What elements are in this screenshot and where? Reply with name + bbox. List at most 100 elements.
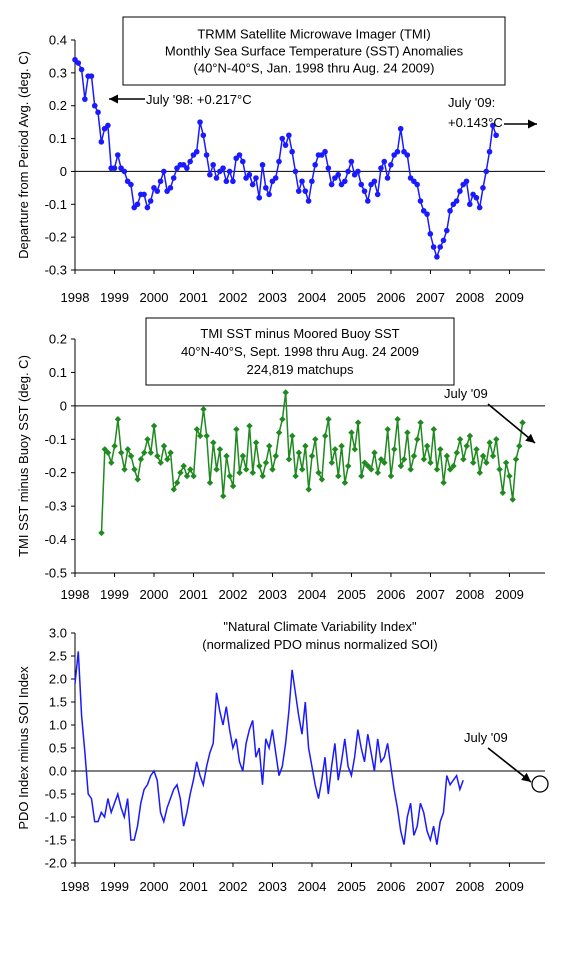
x-tick-label: 2007 (416, 290, 445, 305)
data-point (384, 175, 391, 181)
data-point (305, 486, 312, 493)
x-tick-label: 2004 (298, 587, 327, 602)
y-tick-label: 1.0 (49, 718, 67, 733)
data-point (325, 165, 332, 171)
data-point (479, 452, 487, 460)
data-point (226, 472, 233, 480)
data-point (489, 452, 497, 460)
data-point (236, 469, 243, 476)
data-point (91, 102, 98, 109)
data-point (173, 479, 181, 486)
data-point (486, 439, 493, 446)
x-tick-label: 2006 (377, 879, 406, 894)
data-point (220, 165, 226, 171)
data-point (404, 152, 411, 158)
x-tick-label: 2003 (258, 879, 287, 894)
data-point (141, 449, 148, 456)
data-point (141, 191, 147, 198)
data-point (150, 422, 158, 430)
annotation-arrow (487, 747, 532, 783)
chart-title-line: TRMM Satellite Microwave Imager (TMI) (197, 27, 430, 42)
data-point (239, 452, 247, 460)
data-point (118, 449, 125, 456)
annotation-arrowhead (528, 119, 537, 129)
data-point (341, 479, 349, 486)
x-tick-label: 2006 (377, 290, 406, 305)
title-box (145, 317, 455, 386)
data-point (190, 472, 197, 480)
data-point (434, 254, 440, 260)
data-point (82, 96, 88, 102)
data-point (233, 426, 240, 433)
data-point (170, 486, 177, 493)
data-point (381, 459, 388, 466)
x-tick-label: 1998 (61, 290, 90, 305)
data-point (226, 168, 233, 175)
data-point (157, 178, 164, 185)
data-point (348, 158, 355, 165)
data-point (272, 175, 279, 181)
data-point (377, 456, 385, 463)
data-point (98, 529, 105, 537)
data-point (354, 419, 362, 426)
data-point (197, 432, 204, 440)
data-point (381, 158, 388, 165)
data-point (430, 244, 437, 250)
data-point (308, 452, 316, 460)
y-tick-label: -0.3 (45, 263, 67, 278)
data-point (78, 66, 85, 73)
data-point (161, 168, 167, 175)
data-point (230, 178, 236, 185)
data-point (279, 416, 286, 423)
data-point (289, 432, 296, 440)
data-point (453, 449, 460, 456)
data-point (506, 472, 513, 480)
data-point (246, 171, 253, 178)
data-point (282, 142, 289, 148)
data-point (259, 162, 266, 168)
data-point (272, 452, 279, 460)
annotation-circle (531, 775, 549, 793)
annotation-arrowhead (521, 772, 531, 782)
data-point (213, 175, 220, 181)
data-point (256, 462, 263, 470)
data-point (286, 132, 292, 139)
data-point (378, 165, 384, 171)
data-point (447, 208, 453, 214)
data-point (299, 178, 305, 185)
chart-panel-1: 0.4 0.3 0.2 0.1 0 -0.1 -0.2 -0.3 1998 1999 2000 200… (16, 16, 545, 305)
data-point (473, 194, 480, 201)
data-point (127, 452, 135, 460)
data-point (345, 168, 351, 175)
chart-panel-3: 3.0 2.5 2.0 1.5 1.0 0.5 0.0 -0.5 -1.0 -1.5 -2.0 199… (16, 619, 549, 894)
y-tick-label: -0.5 (45, 566, 67, 581)
data-point (131, 466, 138, 473)
series-line (100, 392, 524, 533)
data-point (365, 198, 371, 204)
data-point (200, 132, 207, 139)
data-point (302, 188, 309, 194)
data-point (295, 449, 303, 456)
y-axis-label: PDO Index minus SOI Index (16, 666, 31, 830)
x-tick-label: 2002 (219, 290, 248, 305)
data-point (160, 442, 168, 450)
x-tick-label: 2009 (495, 879, 524, 894)
y-tick-label: 0.2 (49, 332, 67, 347)
annotation-text: July '09 (464, 730, 508, 745)
data-point (318, 476, 326, 483)
data-point (437, 446, 444, 453)
data-point (417, 419, 424, 426)
chart-title-line: "Natural Climate Variability Index" (223, 619, 417, 634)
y-tick-label: 0.3 (49, 65, 67, 80)
data-point (302, 442, 309, 450)
data-point (203, 152, 210, 158)
y-tick-label: -0.1 (45, 197, 67, 212)
y-tick-label: 2.5 (49, 649, 67, 664)
data-point (509, 496, 516, 503)
data-point (463, 178, 470, 185)
data-point (388, 162, 394, 168)
y-tick-label: -0.2 (45, 465, 67, 480)
data-point (460, 456, 467, 463)
data-point (473, 446, 480, 453)
data-point (427, 459, 434, 466)
